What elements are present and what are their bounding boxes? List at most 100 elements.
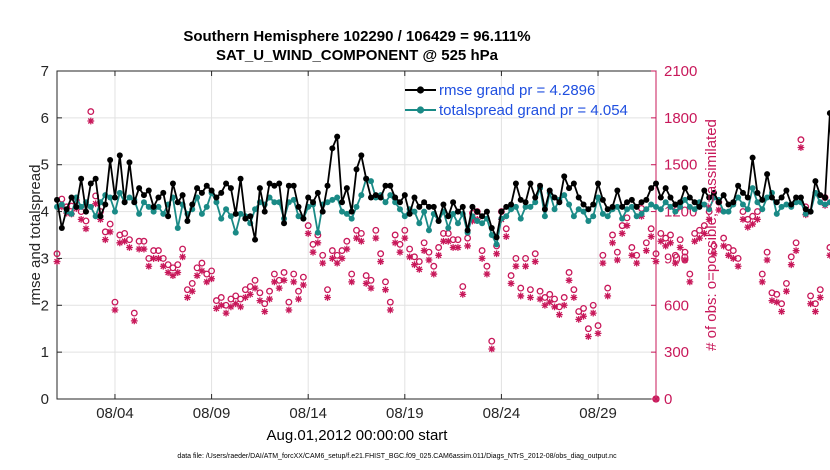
legend-spread-marker [416, 106, 425, 114]
rmse-point [203, 182, 210, 189]
obs-possible-point [256, 289, 264, 297]
rmse-point [624, 199, 631, 206]
obs-assimilated-point [256, 297, 264, 304]
obs-assimilated-point [647, 233, 655, 240]
obs-possible-point [401, 226, 409, 234]
totalspread-point [223, 206, 230, 213]
totalspread-point [628, 203, 635, 210]
obs-possible-point [575, 308, 583, 315]
totalspread-point [778, 203, 785, 210]
obs-possible-point [570, 286, 578, 294]
obs-possible-point [589, 301, 597, 309]
rmse-point [73, 203, 80, 210]
totalspread-point [633, 213, 640, 220]
obs-possible-point [430, 262, 438, 270]
obs-assimilated-point [797, 144, 805, 151]
rmse-point [628, 196, 635, 203]
totalspread-point [522, 203, 529, 210]
rmse-point [541, 206, 548, 213]
totalspread-point [479, 220, 486, 227]
obs-assimilated-point [324, 294, 331, 301]
totalspread-point [619, 215, 626, 222]
rmse-point [464, 227, 471, 234]
totalspread-point [541, 213, 548, 220]
rmse-point [749, 154, 756, 161]
obs-possible-point [270, 270, 278, 278]
obs-assimilated-point [121, 237, 129, 245]
obs-assimilated-point [710, 250, 718, 258]
obs-assimilated-point [184, 294, 191, 301]
obs-assimilated-point [362, 280, 370, 287]
obs-assimilated-point [469, 217, 476, 225]
rmse-point [430, 203, 437, 210]
obs-possible-point [333, 251, 341, 259]
x-axis: 08/04 08/09 08/14 08/19 08/24 08/29 [96, 71, 617, 422]
obs-possible-point [536, 287, 544, 295]
obs-assimilated-point [406, 253, 414, 261]
totalspread-point [551, 206, 558, 213]
rmse-point [421, 199, 428, 206]
obs-assimilated-point [382, 286, 389, 294]
rmse-point [305, 194, 312, 201]
obs-possible-point [435, 244, 443, 251]
obs-assimilated-point [213, 305, 220, 312]
rmse-point [339, 199, 346, 206]
obs-assimilated-point [642, 247, 650, 255]
rmse-point [179, 192, 186, 199]
obs-assimilated-point [652, 258, 660, 265]
obs-assimilated-point [720, 242, 728, 250]
rmse-point [754, 189, 761, 196]
obs-assimilated-point [319, 259, 327, 267]
obs-assimilated-point [304, 230, 312, 237]
rmse-point [237, 175, 244, 182]
totalspread-point [411, 208, 418, 215]
obs-assimilated-point [145, 262, 153, 270]
obs-possible-point [657, 229, 665, 237]
rmse-point [145, 187, 152, 194]
totalspread-point [358, 192, 365, 199]
rmse-point [614, 187, 621, 194]
obs-assimilated-point [792, 247, 800, 255]
obs-assimilated-point [604, 292, 612, 300]
obs-assimilated-point [454, 244, 462, 251]
obs-assimilated-point [198, 267, 206, 275]
obs-possible-point [551, 295, 559, 303]
obs-possible-point [628, 244, 636, 251]
obs-assimilated-point [594, 330, 602, 337]
obs-possible-point [386, 298, 394, 306]
obs-assimilated-point [353, 234, 360, 242]
obs-assimilated-point [512, 262, 520, 270]
obs-possible-point [604, 284, 612, 292]
totalspread-point [720, 208, 727, 215]
obs-possible-point [328, 247, 336, 255]
rmse-point [662, 185, 669, 192]
rmse-point [590, 201, 597, 208]
rmse-point [735, 182, 742, 189]
rmse-point [498, 208, 505, 215]
rmse-point [788, 201, 795, 208]
totalspread-point [203, 203, 210, 210]
obs-assimilated-point [203, 278, 211, 286]
obs-assimilated-point [686, 278, 694, 286]
obs-possible-point [797, 136, 805, 144]
obs-possible-point [758, 270, 766, 278]
rmse-point [78, 175, 85, 182]
obs-possible-point [324, 286, 331, 294]
rmse-point [121, 199, 128, 206]
totalspread-point [198, 210, 205, 217]
rmse-point [479, 213, 486, 220]
rmse-point [136, 185, 143, 192]
obs-assimilated-point [87, 117, 95, 125]
rmse-point [459, 203, 466, 210]
obs-possible-point [179, 245, 187, 253]
obs-possible-point [406, 245, 414, 253]
totalspread-point [401, 213, 408, 220]
legend-spread-label: totalspread grand pr = 4.054 [439, 102, 628, 119]
obs-possible-point [420, 239, 428, 247]
obs-assimilated-point [589, 309, 597, 317]
obs-possible-point [232, 292, 240, 300]
totalspread-point [561, 192, 568, 199]
obs-possible-point [526, 286, 534, 294]
left-y-tick-label: 7 [41, 63, 49, 80]
obs-possible-point [121, 229, 129, 237]
